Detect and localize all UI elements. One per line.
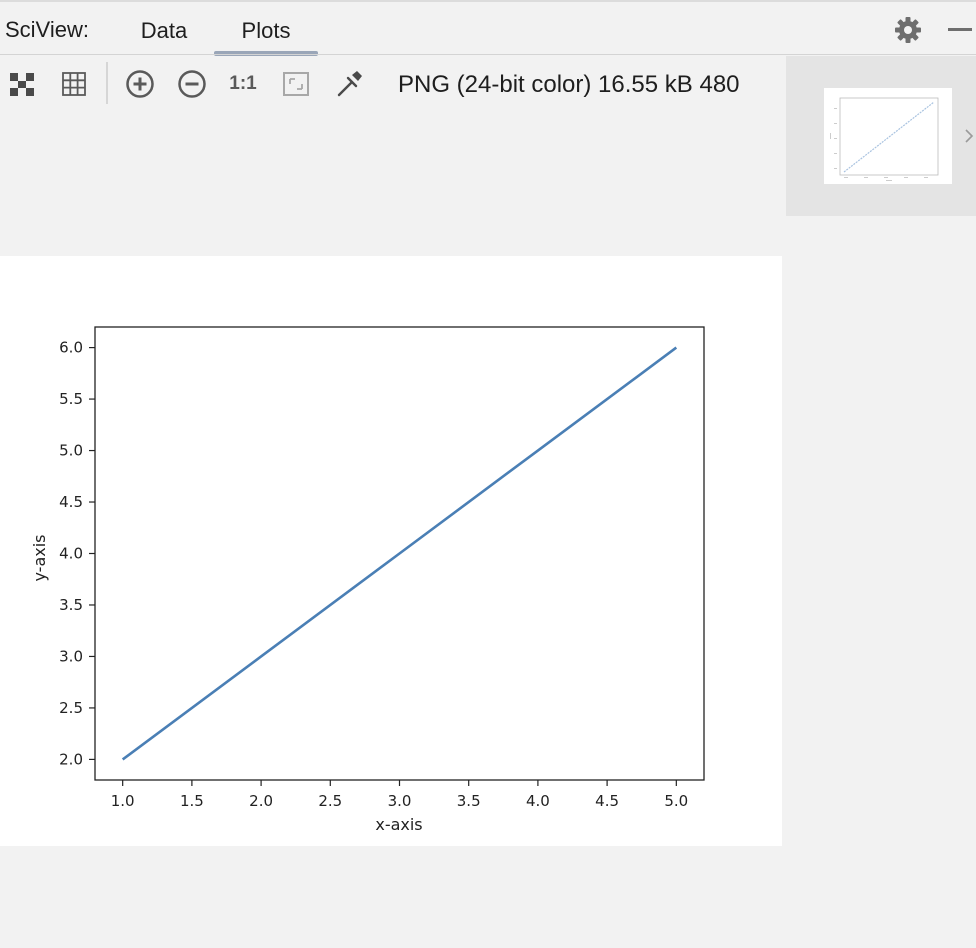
x-tick-label: 3.5 <box>457 792 481 810</box>
y-tick-label: 4.0 <box>59 545 83 563</box>
x-tick-label: 3.0 <box>388 792 412 810</box>
tool-window-header: SciView: Data Plots <box>0 2 976 56</box>
x-tick-label: 5.0 <box>664 792 688 810</box>
plot-series <box>121 346 678 761</box>
toolbar-separator <box>106 62 108 104</box>
header-divider <box>0 54 976 55</box>
x-tick-label: 2.0 <box>249 792 273 810</box>
image-info-text: 480 PNG (24-bit color) 16.55 kB <box>398 71 740 98</box>
x-tick-label: 4.0 <box>526 792 550 810</box>
plot-image: 1.0 1.5 2.0 2.5 3.0 3.5 4.0 4.5 5.0 2.0 2.5 3.0 3.5… <box>0 256 782 846</box>
tool-window-title: SciView: <box>5 17 89 42</box>
chevron-right-icon[interactable] <box>962 122 976 150</box>
y-tick-label: 3.5 <box>59 596 83 614</box>
grid-icon[interactable] <box>58 68 90 100</box>
tab-plots-label: Plots <box>241 18 291 43</box>
x-tick-label: 1.0 <box>111 792 135 810</box>
zoom-in-icon[interactable] <box>124 68 156 100</box>
x-axis-label: x-axis <box>375 815 422 834</box>
actual-size-label: 1:1 <box>229 73 257 94</box>
y-axis-label: y-axis <box>30 534 49 581</box>
x-tick-label: 4.5 <box>595 792 619 810</box>
plot-thumbnail[interactable] <box>824 88 952 184</box>
y-tick-label: 4.5 <box>59 493 83 511</box>
tab-plots[interactable]: Plots <box>214 4 318 56</box>
y-tick-label: 3.0 <box>59 647 83 665</box>
minimize-icon[interactable] <box>946 15 972 43</box>
y-tick-label: 2.0 <box>59 750 83 768</box>
active-tab-indicator <box>214 51 318 56</box>
y-tick-label: 2.5 <box>59 699 83 717</box>
color-picker-icon[interactable] <box>333 68 365 100</box>
gear-icon[interactable] <box>892 14 924 46</box>
plot-chart: 1.0 1.5 2.0 2.5 3.0 3.5 4.0 4.5 5.0 2.0 2.5 3.0 3.5… <box>30 326 705 834</box>
x-tick-label: 2.5 <box>318 792 342 810</box>
series-line <box>121 346 678 761</box>
tab-data[interactable]: Data <box>124 4 204 56</box>
y-tick-label: 5.5 <box>59 390 83 408</box>
y-axis-ticks: 2.0 2.5 3.0 3.5 4.0 4.5 5.0 5.5 6.0 <box>59 339 95 768</box>
y-tick-label: 6.0 <box>59 339 83 357</box>
background-icon[interactable] <box>280 68 312 100</box>
x-tick-label: 1.5 <box>180 792 204 810</box>
x-axis-ticks: 1.0 1.5 2.0 2.5 3.0 3.5 4.0 4.5 5.0 <box>111 780 688 810</box>
actual-size-icon[interactable]: 1:1 <box>227 68 259 100</box>
fit-to-window-icon[interactable] <box>6 68 38 100</box>
zoom-out-icon[interactable] <box>176 68 208 100</box>
tab-data-label: Data <box>140 18 188 43</box>
y-tick-label: 5.0 <box>59 442 83 460</box>
top-border <box>0 0 976 2</box>
